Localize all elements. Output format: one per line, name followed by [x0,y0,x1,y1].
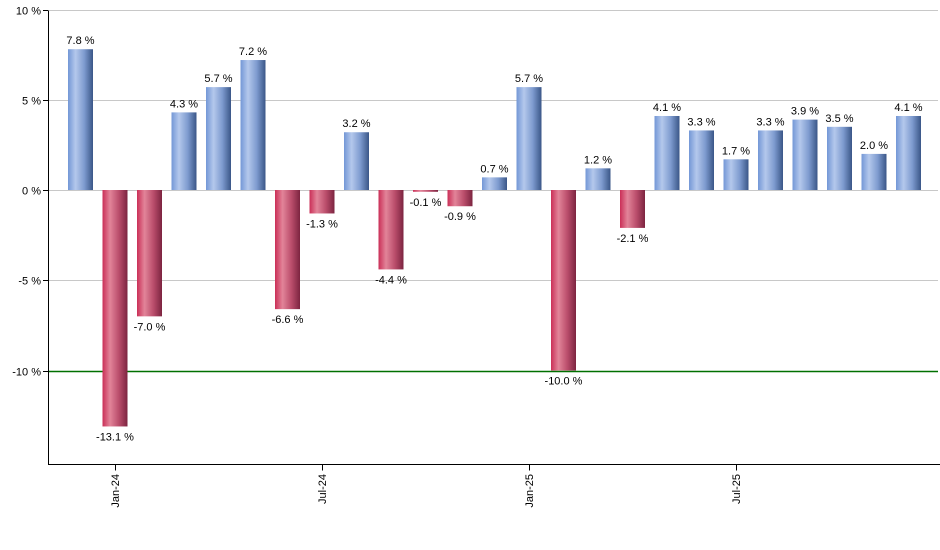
bar-24 [896,115,921,190]
x-tick-label-jul-24: Jul-24 [317,474,329,504]
bar-value-label-5: 7.2 % [239,46,267,58]
bar-4 [206,87,231,190]
bar-11 [447,190,473,207]
bar-value-label-16: -2.1 % [617,233,649,245]
bar-12 [482,177,507,190]
bar-13 [516,87,542,190]
x-tick-label-jan-25: Jan-25 [524,474,536,508]
bar-value-label-6: -6.6 % [272,314,304,326]
y-tick-label--5: -5 % [18,276,41,288]
y-tick-label-5: 5 % [22,96,41,108]
bar-15 [585,168,611,190]
bar-value-label-4: 5.7 % [204,73,232,85]
bar-value-label-17: 4.1 % [653,102,681,114]
bar-17 [654,115,680,190]
bar-10 [413,190,438,192]
y-tick-label-10: 10 % [16,6,41,18]
bar-value-label-0: 7.8 % [66,35,94,47]
bar-value-label-23: 2.0 % [860,140,888,152]
bar-value-label-11: -0.9 % [444,211,476,223]
bar-value-label-21: 3.9 % [791,106,819,118]
bar-1 [102,190,128,427]
bar-19 [723,159,749,190]
bar-value-label-13: 5.7 % [515,73,543,85]
bar-value-label-20: 3.3 % [756,116,784,128]
bar-value-labels: 7.8 % -13.1 % -7.0 % 4.3 % 5.7 % 7.2 % -6.6 % -… [66,35,922,443]
bar-value-label-22: 3.5 % [825,113,853,125]
bar-22 [827,126,852,190]
bar-value-label-9: -4.4 % [375,274,407,286]
y-tick-label-0: 0 % [22,186,41,198]
bar-16 [620,190,645,228]
bar-value-label-8: 3.2 % [342,118,370,130]
bar-value-label-12: 0.7 % [480,163,508,175]
bar-3 [171,112,197,190]
bar-value-label-18: 3.3 % [687,116,715,128]
gridlines [48,10,938,373]
bar-value-label-2: -7.0 % [134,321,166,333]
bar-value-label-7: -1.3 % [306,218,338,230]
bar-0 [68,49,93,191]
bar-5 [240,60,266,190]
bar-value-label-19: 1.7 % [722,145,750,157]
bar-value-label-15: 1.2 % [584,154,612,166]
bar-20 [758,130,783,190]
bar-6 [275,190,300,310]
bar-2 [137,190,162,317]
bars [68,49,921,427]
x-tick-label-jan-24: Jan-24 [110,474,122,508]
bar-7 [309,190,335,214]
y-tick-label--10: -10 % [12,367,41,379]
bar-9 [378,190,404,270]
bar-value-label-24: 4.1 % [894,102,922,114]
bar-8 [344,132,369,190]
bar-14 [551,190,576,371]
bar-18 [689,130,714,190]
bar-value-label-14: -10.0 % [545,376,583,388]
bar-value-label-3: 4.3 % [170,98,198,110]
bar-value-label-1: -13.1 % [96,431,134,443]
bar-value-label-10: -0.1 % [410,197,442,209]
bar-23 [861,153,887,190]
bar-21 [792,119,818,190]
x-tick-label-jul-25: Jul-25 [731,474,743,504]
axes: 10 % 5 % 0 % -5 % -10 % Jan-24 Jul-24 Jan-25 Jul… [12,6,940,508]
